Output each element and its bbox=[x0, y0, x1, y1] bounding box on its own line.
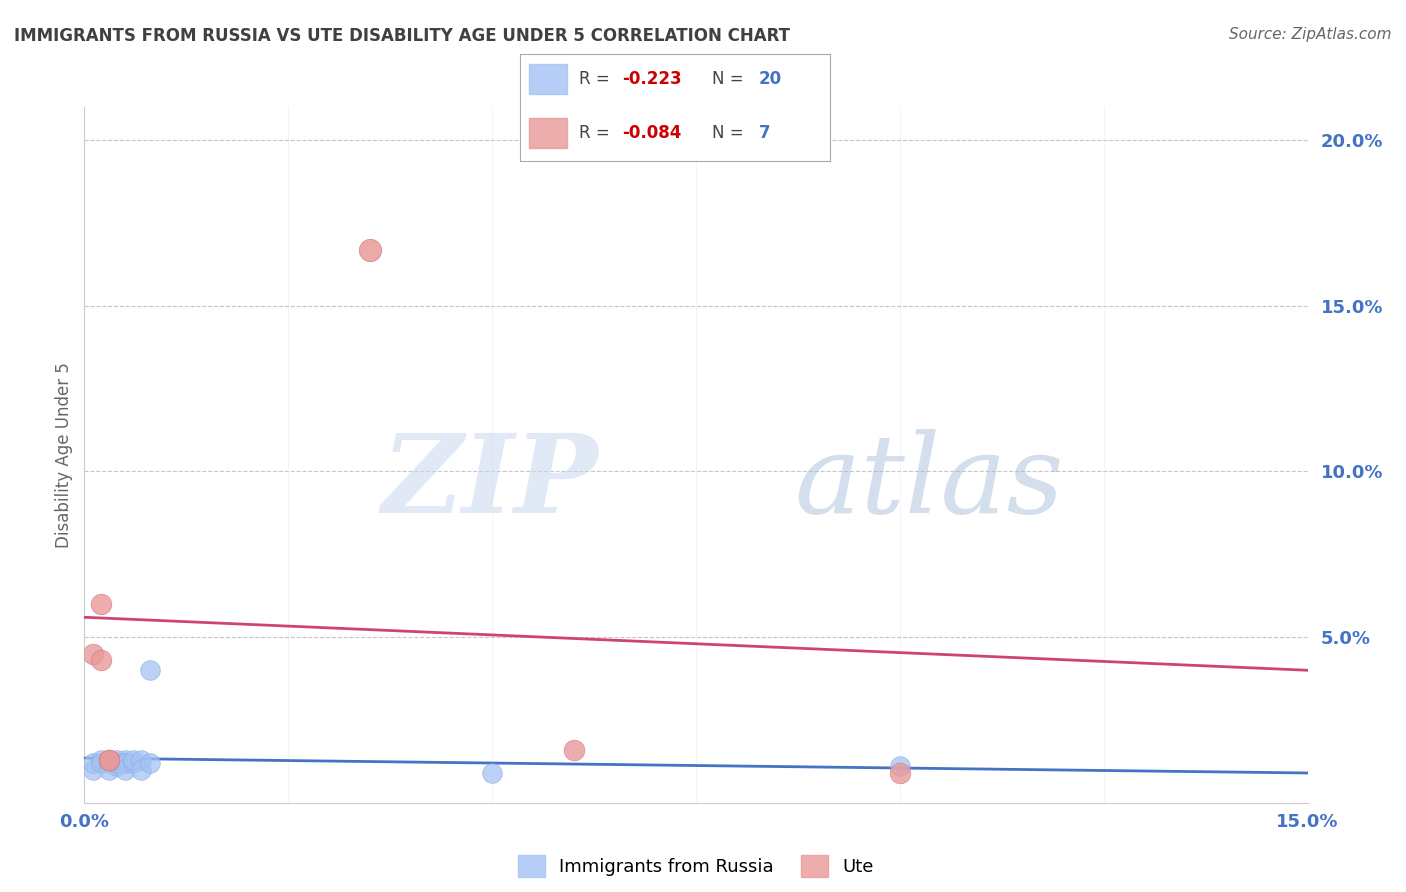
Point bbox=[114, 753, 136, 767]
Point bbox=[889, 766, 911, 780]
Point bbox=[105, 759, 128, 773]
Point bbox=[97, 763, 120, 777]
Text: 7: 7 bbox=[758, 124, 770, 142]
Point bbox=[105, 756, 128, 770]
Point bbox=[90, 653, 112, 667]
Point bbox=[105, 753, 128, 767]
Point bbox=[97, 753, 120, 767]
Y-axis label: Disability Age Under 5: Disability Age Under 5 bbox=[55, 362, 73, 548]
Point bbox=[138, 756, 160, 770]
Point bbox=[131, 753, 153, 767]
Text: N =: N = bbox=[711, 70, 749, 88]
Point bbox=[359, 243, 381, 257]
Point bbox=[97, 753, 120, 767]
Text: -0.223: -0.223 bbox=[623, 70, 682, 88]
Point bbox=[97, 753, 120, 767]
Point bbox=[889, 759, 911, 773]
Text: atlas: atlas bbox=[794, 429, 1063, 536]
Legend: Immigrants from Russia, Ute: Immigrants from Russia, Ute bbox=[510, 847, 882, 884]
Text: -0.084: -0.084 bbox=[623, 124, 682, 142]
Point bbox=[114, 756, 136, 770]
Text: ZIP: ZIP bbox=[381, 429, 598, 536]
Text: R =: R = bbox=[579, 124, 614, 142]
Point bbox=[562, 743, 585, 757]
Point bbox=[122, 753, 145, 767]
Point bbox=[90, 753, 112, 767]
Text: R =: R = bbox=[579, 70, 614, 88]
Bar bbox=[530, 64, 567, 95]
Text: 20: 20 bbox=[758, 70, 782, 88]
Text: N =: N = bbox=[711, 124, 749, 142]
Point bbox=[131, 763, 153, 777]
Text: IMMIGRANTS FROM RUSSIA VS UTE DISABILITY AGE UNDER 5 CORRELATION CHART: IMMIGRANTS FROM RUSSIA VS UTE DISABILITY… bbox=[14, 27, 790, 45]
Point bbox=[481, 766, 503, 780]
Point bbox=[90, 597, 112, 611]
Point bbox=[114, 756, 136, 770]
Point bbox=[122, 756, 145, 770]
Point bbox=[138, 663, 160, 677]
Point bbox=[82, 763, 104, 777]
Bar bbox=[530, 118, 567, 148]
Text: Source: ZipAtlas.com: Source: ZipAtlas.com bbox=[1229, 27, 1392, 42]
Point bbox=[82, 647, 104, 661]
Point bbox=[82, 756, 104, 770]
Point bbox=[114, 763, 136, 777]
Point bbox=[97, 756, 120, 770]
Point bbox=[90, 756, 112, 770]
